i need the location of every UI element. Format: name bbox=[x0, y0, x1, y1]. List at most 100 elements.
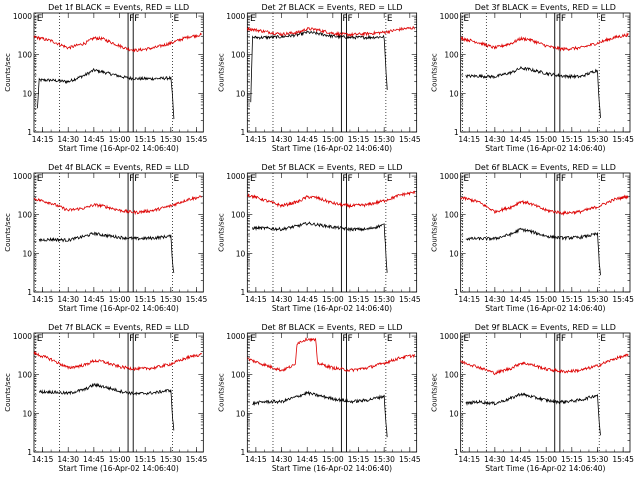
y-tick-label: 10 bbox=[236, 89, 246, 98]
panel-title: Det 1f BLACK = Events, RED = LLD bbox=[48, 3, 189, 12]
x-tick-label: 15:15 bbox=[348, 455, 370, 464]
x-axis-label: Start Time (16-Apr-02 14:06:40) bbox=[59, 144, 179, 153]
marker-label: E bbox=[174, 174, 180, 184]
x-axis-label: Start Time (16-Apr-02 14:06:40) bbox=[59, 464, 179, 473]
marker-label: F bbox=[134, 174, 139, 184]
x-tick-label: 15:45 bbox=[612, 455, 634, 464]
x-tick-label: 14:30 bbox=[271, 455, 293, 464]
x-tick-label: 15:15 bbox=[134, 295, 156, 304]
x-axis-label: Start Time (16-Apr-02 14:06:40) bbox=[485, 304, 605, 313]
y-tick-label: 100 bbox=[231, 51, 246, 60]
x-tick-label: 15:30 bbox=[587, 455, 609, 464]
y-tick-label: 100 bbox=[18, 371, 33, 380]
x-tick-label: 15:00 bbox=[535, 135, 557, 144]
x-tick-label: 15:30 bbox=[373, 295, 395, 304]
y-tick-label: 1000 bbox=[440, 12, 459, 21]
x-tick-label: 15:15 bbox=[348, 295, 370, 304]
x-tick-label: 14:30 bbox=[271, 295, 293, 304]
x-tick-label: 15:45 bbox=[399, 295, 421, 304]
events-series-line bbox=[465, 392, 601, 436]
x-tick-label: 15:30 bbox=[373, 135, 395, 144]
marker-label: F bbox=[556, 174, 561, 184]
y-axis-label: Counts/sec bbox=[217, 373, 225, 412]
x-axis-label: Start Time (16-Apr-02 14:06:40) bbox=[59, 304, 179, 313]
panel-title: Det 3f BLACK = Events, RED = LLD bbox=[475, 3, 616, 12]
marker-label: E bbox=[387, 174, 393, 184]
x-tick-label: 14:30 bbox=[484, 135, 506, 144]
x-tick-label: 15:00 bbox=[109, 295, 131, 304]
plot-frame bbox=[460, 12, 631, 133]
detector-panel: Det 5f BLACK = Events, RED = LLD 1 10 100 10… bbox=[217, 163, 421, 313]
marker-label: F bbox=[348, 14, 353, 24]
y-tick-label: 1 bbox=[27, 448, 32, 457]
marker-label: E bbox=[600, 14, 606, 24]
x-tick-label: 15:00 bbox=[109, 455, 131, 464]
x-tick-label: 15:00 bbox=[535, 295, 557, 304]
x-tick-label: 15:45 bbox=[186, 455, 208, 464]
x-tick-label: 14:30 bbox=[484, 455, 506, 464]
marker-label: E bbox=[463, 14, 469, 24]
events-series-line bbox=[252, 221, 388, 273]
plot-frame bbox=[33, 12, 204, 133]
y-tick-label: 10 bbox=[449, 89, 459, 98]
marker-label: E bbox=[250, 334, 256, 344]
lld-series-line bbox=[33, 195, 202, 216]
x-tick-label: 14:15 bbox=[32, 135, 54, 144]
marker-label: F bbox=[348, 334, 353, 344]
events-series-line bbox=[38, 231, 175, 274]
lld-series-line bbox=[33, 350, 202, 372]
plot-frame bbox=[33, 332, 204, 453]
marker-label: F bbox=[342, 174, 347, 184]
y-tick-label: 100 bbox=[231, 211, 246, 220]
events-series-line bbox=[465, 66, 601, 118]
lld-series-line bbox=[460, 353, 629, 376]
events-series-line bbox=[252, 390, 388, 438]
x-tick-label: 14:45 bbox=[510, 455, 532, 464]
marker-label: E bbox=[37, 334, 43, 344]
panel-title: Det 7f BLACK = Events, RED = LLD bbox=[48, 323, 189, 332]
y-tick-label: 100 bbox=[444, 371, 459, 380]
y-tick-label: 1000 bbox=[226, 12, 245, 21]
y-tick-label: 1 bbox=[241, 128, 246, 137]
marker-label: E bbox=[174, 334, 180, 344]
marker-label: E bbox=[250, 174, 256, 184]
marker-label: F bbox=[342, 14, 347, 24]
y-tick-label: 10 bbox=[236, 249, 246, 258]
x-tick-label: 15:00 bbox=[322, 295, 344, 304]
x-tick-label: 14:15 bbox=[32, 295, 54, 304]
x-tick-label: 14:15 bbox=[245, 295, 267, 304]
x-tick-label: 14:30 bbox=[57, 455, 79, 464]
y-tick-label: 10 bbox=[449, 409, 459, 418]
x-tick-label: 14:15 bbox=[32, 455, 54, 464]
marker-label: E bbox=[174, 14, 180, 24]
x-axis-label: Start Time (16-Apr-02 14:06:40) bbox=[485, 144, 605, 153]
y-tick-label: 1 bbox=[27, 288, 32, 297]
y-tick-label: 100 bbox=[231, 371, 246, 380]
marker-label: E bbox=[37, 174, 43, 184]
y-tick-label: 1 bbox=[454, 448, 459, 457]
x-tick-label: 14:15 bbox=[245, 455, 267, 464]
y-tick-label: 10 bbox=[236, 409, 246, 418]
x-tick-label: 14:30 bbox=[57, 135, 79, 144]
y-tick-label: 1 bbox=[241, 448, 246, 457]
x-tick-label: 15:45 bbox=[399, 135, 421, 144]
marker-label: E bbox=[463, 174, 469, 184]
marker-label: E bbox=[37, 14, 43, 24]
y-tick-label: 1 bbox=[27, 128, 32, 137]
x-tick-label: 15:45 bbox=[612, 295, 634, 304]
x-tick-label: 15:00 bbox=[322, 135, 344, 144]
plot-frame bbox=[33, 172, 204, 293]
events-series-line bbox=[250, 30, 388, 103]
marker-label: F bbox=[129, 174, 134, 184]
x-tick-label: 15:45 bbox=[612, 135, 634, 144]
x-tick-label: 15:30 bbox=[587, 295, 609, 304]
x-tick-label: 15:15 bbox=[561, 455, 583, 464]
x-tick-label: 14:30 bbox=[484, 295, 506, 304]
detector-panel: Det 9f BLACK = Events, RED = LLD 1 10 100 10… bbox=[431, 323, 635, 473]
marker-label: F bbox=[134, 14, 139, 24]
events-series-line bbox=[37, 67, 175, 120]
y-tick-label: 1000 bbox=[13, 172, 32, 181]
panel-title: Det 9f BLACK = Events, RED = LLD bbox=[475, 323, 616, 332]
y-axis-label: Counts/sec bbox=[4, 53, 12, 92]
